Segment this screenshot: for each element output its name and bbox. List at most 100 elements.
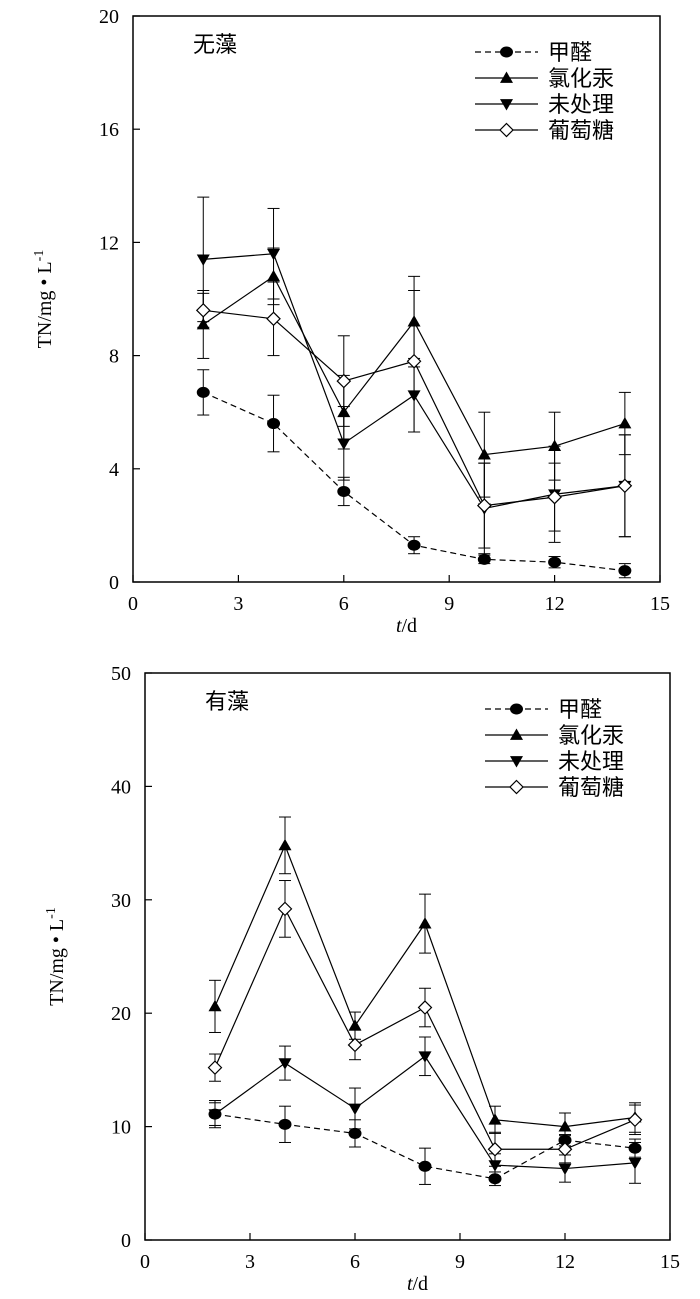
y-axis-label-sup: -1 bbox=[44, 907, 59, 919]
x-axis-label-unit: /d bbox=[413, 1273, 429, 1294]
data-point bbox=[418, 1051, 432, 1063]
y-tick-label: 0 bbox=[109, 572, 119, 594]
data-point bbox=[476, 498, 492, 513]
series-1 bbox=[196, 369, 632, 579]
data-point bbox=[207, 1060, 223, 1075]
legend-label: 葡萄糖 bbox=[558, 775, 624, 800]
series-4 bbox=[195, 281, 633, 549]
data-point bbox=[547, 489, 562, 505]
x-tick-label: 12 bbox=[545, 593, 565, 615]
data-point bbox=[417, 1000, 433, 1015]
data-point bbox=[548, 556, 562, 568]
y-axis-label: TN/mg • L-1 bbox=[44, 907, 68, 1006]
x-tick-label: 9 bbox=[444, 593, 454, 615]
data-point bbox=[418, 917, 432, 929]
data-point bbox=[208, 1109, 222, 1121]
legend-label: 氯化汞 bbox=[558, 723, 624, 748]
data-point bbox=[558, 1163, 572, 1176]
data-point bbox=[347, 1037, 363, 1053]
panel-title: 无藻 bbox=[193, 32, 237, 57]
x-axis-label-var: t bbox=[407, 1273, 413, 1294]
data-point bbox=[195, 302, 211, 318]
y-axis-label-main: TN/mg • L bbox=[34, 261, 56, 348]
x-axis-label-var: t bbox=[396, 615, 402, 637]
y-tick-label: 0 bbox=[121, 1230, 131, 1252]
data-point bbox=[267, 418, 281, 430]
data-point bbox=[266, 311, 281, 327]
data-point bbox=[196, 254, 210, 266]
series-2 bbox=[208, 816, 642, 1141]
legend-label: 未处理 bbox=[558, 749, 624, 774]
y-tick-label: 20 bbox=[99, 6, 119, 28]
data-point bbox=[278, 1118, 292, 1130]
x-tick-label: 12 bbox=[555, 1251, 575, 1273]
x-tick-label: 0 bbox=[140, 1251, 150, 1273]
data-point bbox=[267, 248, 281, 261]
plot-frame bbox=[144, 672, 671, 1241]
legend-marker bbox=[509, 779, 524, 795]
legend-marker bbox=[499, 122, 514, 138]
data-point bbox=[488, 1113, 502, 1125]
y-tick-label: 12 bbox=[99, 232, 119, 254]
x-tick-label: 6 bbox=[350, 1251, 360, 1273]
x-tick-label: 6 bbox=[339, 593, 349, 615]
data-point bbox=[618, 565, 632, 577]
y-tick-label: 10 bbox=[111, 1117, 131, 1139]
y-tick-label: 40 bbox=[111, 776, 131, 798]
y-tick-label: 16 bbox=[99, 119, 119, 141]
plot-frame bbox=[132, 15, 661, 583]
data-point bbox=[627, 1112, 643, 1128]
data-point bbox=[337, 485, 351, 497]
y-tick-label: 20 bbox=[111, 1003, 131, 1025]
data-point bbox=[406, 353, 422, 369]
data-point bbox=[617, 478, 633, 494]
data-point bbox=[618, 417, 632, 429]
legend-marker bbox=[510, 703, 523, 715]
series-4 bbox=[207, 880, 643, 1167]
data-point bbox=[278, 838, 292, 851]
y-tick-label: 8 bbox=[109, 346, 119, 368]
x-tick-label: 15 bbox=[660, 1251, 680, 1273]
legend-marker bbox=[510, 728, 523, 740]
panel-title: 有藻 bbox=[205, 689, 249, 714]
legend-label: 甲醛 bbox=[558, 697, 602, 722]
data-point bbox=[407, 539, 421, 551]
legend-label: 氯化汞 bbox=[548, 66, 614, 91]
x-tick-label: 3 bbox=[233, 593, 243, 615]
y-axis-label-sup: -1 bbox=[32, 250, 47, 262]
data-point bbox=[196, 386, 210, 398]
x-tick-label: 9 bbox=[455, 1251, 465, 1273]
x-tick-label: 0 bbox=[128, 593, 138, 615]
x-tick-label: 3 bbox=[245, 1251, 255, 1273]
data-point bbox=[208, 999, 222, 1012]
legend-marker bbox=[510, 756, 523, 768]
legend-label: 未处理 bbox=[548, 92, 614, 117]
data-point bbox=[487, 1141, 503, 1157]
y-tick-label: 30 bbox=[111, 890, 131, 912]
chart-panel-1: 0 3 6 9 12 15 0 4 8 12 16 20 t/d TN/mg • L-1 无藻 甲醛氯化汞未处… bbox=[32, 6, 670, 637]
data-point bbox=[557, 1141, 573, 1157]
data-point bbox=[418, 1160, 432, 1172]
legend-label: 甲醛 bbox=[548, 40, 592, 65]
data-point bbox=[548, 439, 562, 452]
data-point bbox=[348, 1127, 362, 1139]
y-axis-label: TN/mg • L-1 bbox=[32, 250, 56, 349]
data-point bbox=[336, 373, 352, 389]
series-line bbox=[214, 843, 636, 1128]
x-axis-label: t/d bbox=[407, 1273, 428, 1294]
legend-label: 葡萄糖 bbox=[548, 118, 614, 143]
x-tick-label: 15 bbox=[650, 593, 670, 615]
legend-marker bbox=[500, 71, 513, 83]
data-point bbox=[337, 438, 351, 450]
series-3 bbox=[208, 1036, 642, 1184]
y-axis-label-main: TN/mg • L bbox=[46, 919, 68, 1006]
legend-marker bbox=[500, 46, 513, 58]
data-point bbox=[277, 901, 293, 917]
data-point bbox=[348, 1019, 362, 1031]
data-point bbox=[477, 448, 491, 460]
data-point bbox=[477, 553, 491, 565]
x-axis-label: t/d bbox=[396, 615, 417, 637]
data-point bbox=[558, 1120, 572, 1132]
